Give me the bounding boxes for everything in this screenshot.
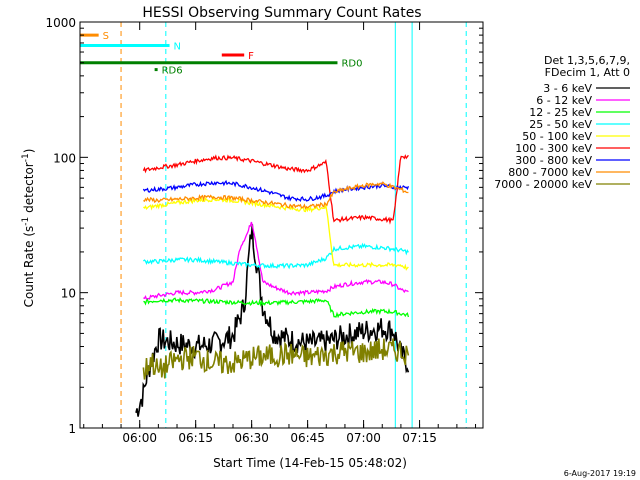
y-axis-label: Count Rate (s-1 detector-1) (21, 149, 36, 308)
footer-timestamp: 6-Aug-2017 19:19 (564, 469, 636, 478)
x-tick-label: 07:00 (346, 431, 381, 445)
chart-title: HESSI Observing Summary Count Rates (142, 5, 421, 21)
legend-entry-label: 12 - 25 keV (529, 106, 592, 119)
x-tick-label: 07:15 (402, 431, 437, 445)
y-tick-label: 10 (61, 287, 76, 301)
series-line-2 (143, 221, 409, 301)
series-line-8 (143, 181, 409, 210)
x-axis-label: Start Time (14-Feb-15 05:48:02) (213, 456, 407, 470)
legend-entry-label: 50 - 100 keV (522, 130, 592, 143)
legend-entry-label: 100 - 300 keV (515, 142, 592, 155)
flag-label: N (174, 42, 181, 53)
series-line-6 (142, 154, 409, 225)
legend: Det 1,3,5,6,7,9,FDecim 1, Att 0 3 - 6 keV… (494, 54, 630, 191)
flag-label: S (103, 31, 109, 42)
y-tick-label: 1 (68, 422, 76, 436)
series-line-4 (142, 242, 409, 270)
legend-entry-label: 25 - 50 keV (529, 118, 592, 131)
y-tick-label: 1000 (45, 16, 76, 30)
plot-frame (79, 21, 484, 429)
y-tick-label: 100 (53, 151, 76, 165)
attenuator-flags: S N F RD0 RD6 (80, 31, 362, 77)
series-line-7 (142, 179, 410, 203)
plot-area (120, 22, 467, 428)
legend-header: Det 1,3,5,6,7,9, (544, 54, 630, 67)
legend-entry-label: 6 - 12 keV (536, 94, 592, 107)
legend-header: FDecim 1, Att 0 (545, 66, 630, 79)
legend-entry-label: 300 - 800 keV (515, 154, 592, 167)
flag-label: RD6 (162, 66, 183, 77)
x-tick-label: 06:30 (234, 431, 269, 445)
legend-entry-label: 3 - 6 keV (543, 82, 592, 95)
legend-entry-label: 800 - 7000 keV (508, 166, 592, 179)
series-layer (135, 154, 410, 417)
series-line-1 (135, 224, 410, 417)
x-tick-label: 06:45 (290, 431, 325, 445)
series-line-3 (143, 297, 410, 319)
flag-label: RD0 (341, 59, 362, 70)
axes: 06:00 06:15 06:30 06:45 07:00 07:15 1 10 100 1000 (45, 16, 484, 445)
flag-label: F (248, 51, 254, 62)
x-tick-label: 06:00 (122, 431, 157, 445)
series-line-5 (143, 195, 409, 271)
x-tick-label: 06:15 (178, 431, 213, 445)
legend-entry-label: 7000 - 20000 keV (494, 178, 592, 191)
series-line-9 (142, 338, 410, 380)
